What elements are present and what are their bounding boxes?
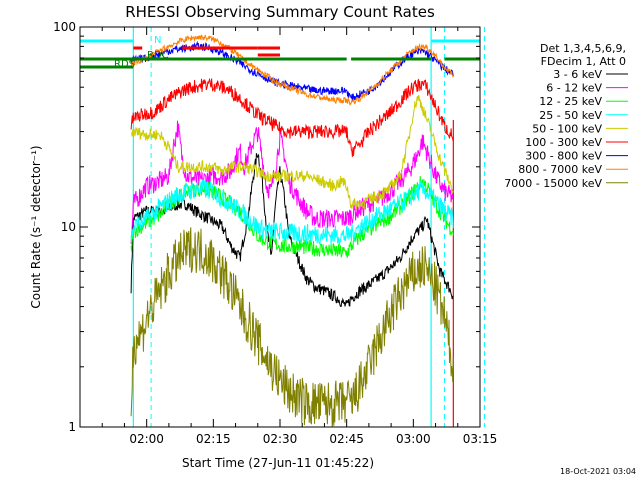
x-tick-label: 02:45 (329, 432, 364, 446)
legend: Det 1,3,4,5,6,9, FDecim 1, Att 0 3 - 6 k… (504, 42, 628, 190)
x-axis: 02:00 02:15 02:30 02:45 03:00 03:15 (79, 27, 498, 446)
x-tick-label: 03:00 (396, 432, 431, 446)
flag-layer: N RDC RDS (80, 35, 480, 70)
legend-entry-label: 50 - 100 keV (532, 122, 602, 135)
series-line (130, 179, 454, 247)
legend-entry-label: 7000 - 15000 keV (504, 177, 602, 190)
footer-date: 18-Oct-2021 03:04 (560, 467, 636, 476)
legend-header-line-1: Det 1,3,4,5,6,9, (540, 42, 626, 55)
x-tick-label: 02:15 (196, 432, 231, 446)
y-tick-label: 100 (53, 20, 76, 34)
series-line (130, 94, 454, 210)
flag-label: RDC (147, 50, 169, 61)
y-axis-label: Count Rate (s⁻¹ detector⁻¹) (29, 145, 43, 308)
legend-entry-label: 3 - 6 keV (553, 68, 602, 81)
legend-entry-label: 100 - 300 keV (525, 136, 602, 149)
legend-header-line-2: FDecim 1, Att 0 (541, 55, 626, 68)
series-layer (130, 34, 454, 428)
y-tick-label: 10 (61, 220, 76, 234)
y-tick-label: 1 (68, 420, 76, 434)
legend-entry-label: 12 - 25 keV (539, 95, 602, 108)
legend-entry-label: 300 - 800 keV (525, 150, 602, 163)
x-tick-label: 02:30 (263, 432, 298, 446)
series-line (130, 77, 454, 157)
y-axis: 1 10 100 (53, 20, 480, 434)
x-tick-label: 02:00 (129, 432, 164, 446)
x-tick-label: 03:15 (463, 432, 498, 446)
flag-label: RDS (114, 59, 135, 70)
series-line (130, 227, 454, 428)
legend-entry-label: 6 - 12 keV (546, 82, 602, 95)
series-line (130, 34, 454, 106)
flag-label: N (154, 35, 161, 46)
chart-title: RHESSI Observing Summary Count Rates (125, 3, 435, 21)
legend-entry-label: 25 - 50 keV (539, 109, 602, 122)
legend-entry-label: 800 - 7000 keV (518, 163, 602, 176)
x-axis-label: Start Time (27-Jun-11 01:45:22) (182, 456, 374, 470)
